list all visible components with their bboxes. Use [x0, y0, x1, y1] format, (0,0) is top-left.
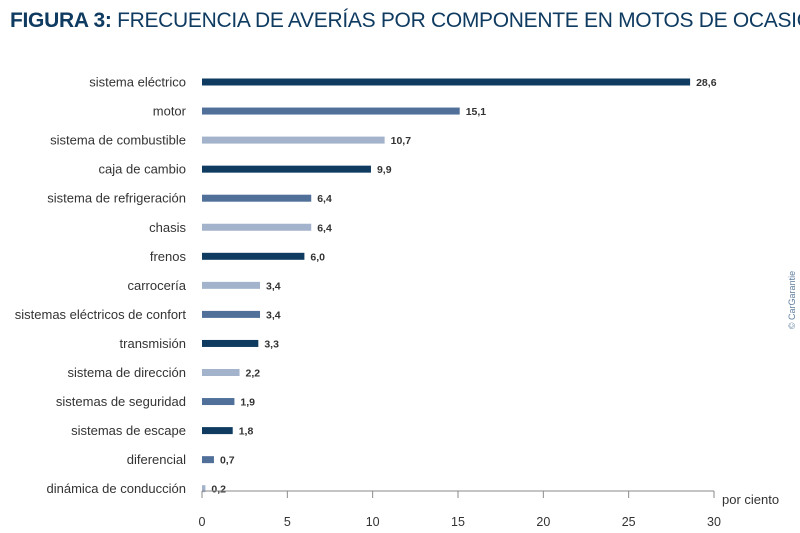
value-label-transmision: 3,3 [264, 338, 279, 350]
value-label-sistema-electrico: 28,6 [696, 77, 717, 89]
x-tick-label-0: 0 [199, 515, 206, 529]
category-label-sistema-de-direccion: sistema de dirección [68, 365, 187, 380]
category-label-sistemas-de-seguridad: sistemas de seguridad [56, 394, 186, 409]
bar-sistema-de-refrigeracion [202, 194, 312, 202]
category-label-chasis: chasis [149, 220, 186, 235]
category-label-sistemas-de-escape: sistemas de escape [71, 423, 186, 438]
bar-transmision [202, 339, 259, 347]
category-label-frenos: frenos [150, 249, 187, 264]
category-label-sistema-electrico: sistema eléctrico [89, 75, 186, 90]
value-label-chasis: 6,4 [317, 222, 332, 234]
copyright-credit: © CarGarantie [787, 270, 797, 330]
x-tick-label-20: 20 [536, 515, 550, 529]
value-label-sistemas-de-escape: 1,8 [239, 426, 254, 438]
figure-number: FIGURA 3: [10, 9, 112, 32]
value-label-sistemas-de-seguridad: 1,9 [240, 397, 255, 409]
bar-sistemas-electricos-de-confort [202, 310, 261, 318]
bar-carroceria [202, 281, 261, 289]
category-label-sistema-de-refrigeracion: sistema de refrigeración [47, 191, 186, 206]
bar-sistema-electrico [202, 78, 691, 86]
value-label-diferencial: 0,7 [220, 455, 235, 467]
bar-dinamica-de-conduccion [202, 485, 206, 493]
value-label-sistemas-electricos-de-confort: 3,4 [266, 309, 281, 321]
bar-sistemas-de-seguridad [202, 398, 235, 406]
value-label-carroceria: 3,4 [266, 280, 281, 292]
bar-sistemas-de-escape [202, 427, 233, 435]
value-label-frenos: 6,0 [310, 251, 325, 263]
x-tick-label-30: 30 [707, 515, 721, 529]
x-tick-label-25: 25 [622, 515, 636, 529]
value-label-sistema-de-direccion: 2,2 [246, 368, 261, 380]
category-label-diferencial: diferencial [127, 452, 186, 467]
bar-caja-de-cambio [202, 165, 371, 173]
x-tick-label-10: 10 [366, 515, 380, 529]
bar-frenos [202, 252, 305, 260]
chart-title: FIGURA 3: FRECUENCIA DE AVERÍAS POR COMP… [10, 8, 800, 34]
x-axis-unit-label: por ciento [722, 492, 779, 507]
x-tick-label-15: 15 [451, 515, 465, 529]
category-label-caja-de-cambio: caja de cambio [99, 162, 186, 177]
bar-diferencial [202, 456, 214, 464]
category-label-carroceria: carrocería [127, 278, 186, 293]
bar-chasis [202, 223, 312, 231]
category-label-sistema-de-combustible: sistema de combustible [50, 133, 186, 148]
bar-motor [202, 107, 460, 115]
category-label-dinamica-de-conduccion: dinámica de conducción [47, 481, 186, 496]
category-label-transmision: transmisión [120, 336, 186, 351]
bar-sistema-de-direccion [202, 369, 240, 376]
category-label-sistemas-electricos-de-confort: sistemas eléctricos de confort [15, 307, 187, 322]
value-label-caja-de-cambio: 9,9 [377, 164, 392, 176]
bar-sistema-de-combustible [202, 136, 385, 144]
value-label-sistema-de-combustible: 10,7 [391, 135, 412, 147]
value-label-sistema-de-refrigeracion: 6,4 [317, 193, 332, 205]
value-label-motor: 15,1 [466, 106, 487, 118]
value-label-dinamica-de-conduccion: 0,2 [211, 484, 226, 496]
x-tick-label-5: 5 [284, 515, 291, 529]
figure-caption: FRECUENCIA DE AVERÍAS POR COMPONENTE EN … [117, 9, 800, 32]
category-label-motor: motor [153, 104, 187, 119]
